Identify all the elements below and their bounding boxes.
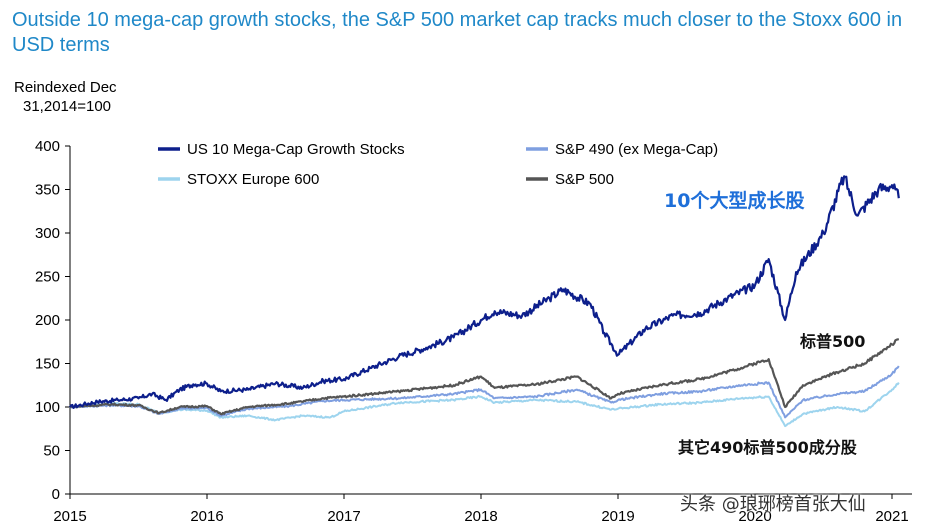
series-line-2 (69, 365, 900, 419)
annotation-sp490: 其它490标普500成分股 (678, 438, 857, 457)
y-tick-label: 250 (35, 269, 60, 286)
y-tick-label: 150 (35, 356, 60, 373)
y-tick-label: 350 (35, 182, 60, 199)
x-tick-label: 2015 (53, 508, 86, 525)
annotation-sp500: 标普500 (800, 332, 866, 351)
y-axis-label-line2: 31,2014=100 (23, 98, 112, 115)
x-tick-label: 2017 (327, 508, 360, 525)
y-tick-label: 0 (52, 486, 60, 503)
chart-series-lines (69, 175, 900, 428)
y-tick-label: 200 (35, 312, 60, 329)
legend-label: S&P 500 (555, 171, 614, 188)
legend-label: US 10 Mega-Cap Growth Stocks (187, 141, 405, 158)
y-axis-label: Reindexed Dec 31,2014=100 (14, 78, 117, 116)
watermark: 头条 @琅琊榜首张大仙 (680, 494, 866, 515)
legend-label: S&P 490 (ex Mega-Cap) (555, 141, 718, 158)
chart-legend: US 10 Mega-Cap Growth Stocks S&P 490 (ex … (158, 141, 718, 188)
x-tick-label: 2020 (738, 508, 771, 525)
x-tick-label: 2018 (464, 508, 497, 525)
series-line-1 (69, 175, 900, 409)
series-line-3 (69, 382, 900, 428)
x-tick-label: 2016 (190, 508, 223, 525)
y-axis-label-line1: Reindexed Dec (14, 79, 117, 96)
x-tick-label: 2021 (875, 508, 908, 525)
y-tick-label: 400 (35, 138, 60, 155)
y-tick-label: 50 (43, 443, 60, 460)
annotation-growth-stocks: 10个大型成长股 (664, 190, 805, 212)
y-tick-label: 300 (35, 225, 60, 242)
chart-axes: 0 50 100 150 200 250 300 350 400 2015 2016 2017 2018… (35, 138, 912, 525)
y-tick-label: 100 (35, 399, 60, 416)
chart-title: Outside 10 mega-cap growth stocks, the S… (12, 9, 903, 56)
x-tick-label: 2019 (601, 508, 634, 525)
series-line-4 (69, 338, 900, 416)
legend-label: STOXX Europe 600 (187, 171, 319, 188)
